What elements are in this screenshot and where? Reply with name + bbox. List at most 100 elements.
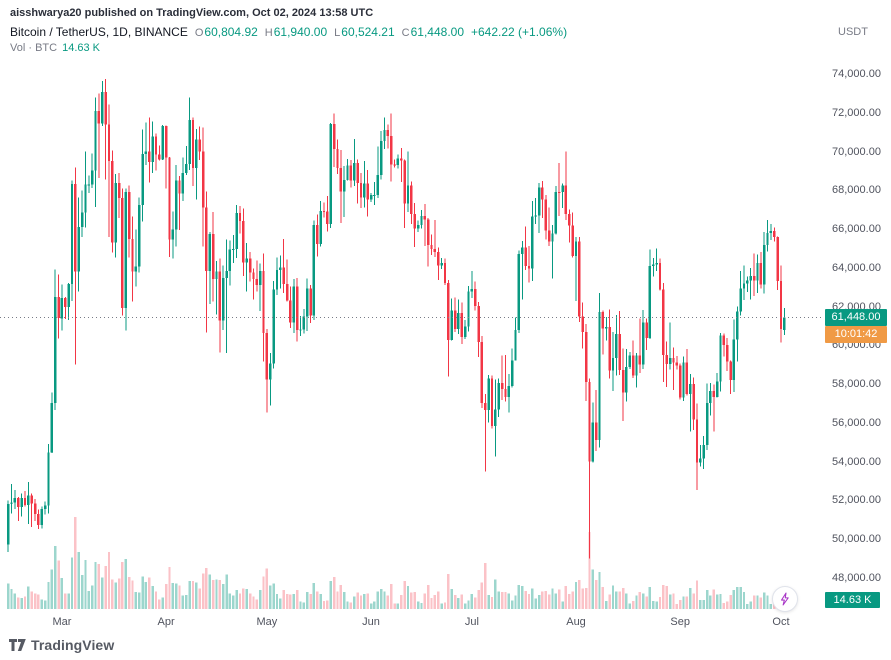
volume-bar — [695, 580, 699, 609]
time-axis[interactable]: Mar Apr May Jun Jul Aug Sep Oct — [0, 610, 822, 634]
candle-body — [527, 265, 531, 269]
candle-body — [699, 458, 702, 463]
candle-body — [319, 210, 322, 245]
candle-body — [238, 213, 242, 222]
candle-body — [10, 502, 13, 504]
volume-bar — [322, 601, 326, 609]
volume-bar — [289, 594, 292, 609]
candle-body — [413, 214, 416, 229]
candle-body — [218, 271, 222, 321]
candle-body — [379, 141, 383, 175]
candle-body — [736, 311, 739, 340]
volume-bar — [17, 597, 20, 609]
candle-body — [531, 216, 534, 269]
volume-value: 14.63 K — [62, 42, 100, 54]
volume-bar — [628, 603, 631, 609]
volume-bar — [225, 574, 228, 609]
price-axis-label: 74,000.00 — [832, 68, 881, 80]
candle-body — [107, 124, 111, 162]
candle-body — [134, 266, 138, 272]
candle-body — [652, 264, 655, 267]
volume-bar — [561, 601, 564, 609]
volume-bar — [551, 588, 554, 609]
volume-bar — [178, 585, 181, 609]
volume-bar — [292, 593, 295, 609]
candle-body — [148, 151, 151, 162]
volume-bar — [433, 595, 437, 609]
volume-bar — [766, 595, 769, 609]
candle-body — [342, 180, 346, 192]
volume-bar — [191, 581, 195, 609]
volume-bar — [578, 579, 581, 609]
candle-body — [584, 331, 588, 382]
candle-body — [759, 262, 763, 285]
candle-body — [702, 444, 705, 459]
candle-body — [544, 199, 547, 231]
candle-body — [447, 283, 450, 340]
volume-bar — [373, 601, 376, 609]
volume-bar — [423, 593, 427, 609]
candle-body — [40, 508, 43, 526]
candle-body — [90, 170, 94, 185]
volume-bar — [346, 601, 349, 609]
volume-bar — [484, 563, 487, 609]
candle-body — [97, 111, 101, 124]
candle-body — [346, 165, 349, 181]
candle-body — [426, 219, 430, 246]
volume-bar — [739, 587, 742, 609]
volume-bar — [111, 579, 114, 609]
candle-body — [332, 124, 336, 150]
volume-bar — [608, 594, 611, 609]
candle-body — [507, 386, 511, 397]
volume-bar — [339, 584, 343, 609]
candle-body — [514, 329, 517, 361]
candle-body — [316, 225, 319, 244]
volume-bar — [87, 590, 91, 609]
candle-body — [521, 247, 524, 254]
candle-body — [460, 312, 463, 338]
volume-bar — [54, 546, 57, 609]
volume-bar — [50, 569, 54, 609]
volume-bar — [258, 590, 262, 609]
volume-bar — [359, 595, 363, 609]
candle-body — [396, 158, 400, 166]
volume-bar — [366, 593, 369, 609]
high-value: 61,940.00 — [273, 25, 328, 39]
candle-body — [174, 180, 178, 230]
volume-bar — [762, 592, 766, 609]
candle-body — [30, 495, 33, 504]
candle-body — [80, 212, 84, 228]
tradingview-attribution[interactable]: TradingView — [9, 637, 114, 653]
candle-body — [336, 149, 339, 168]
candle-body — [591, 422, 595, 462]
candle-body — [353, 162, 356, 181]
candle-body — [225, 270, 228, 279]
candle-body — [141, 153, 144, 206]
volume-bar — [527, 593, 531, 609]
candle-body — [104, 92, 107, 125]
candle-body — [766, 233, 769, 245]
volume-bar — [534, 598, 537, 609]
volume-bar — [457, 598, 460, 609]
candle-body — [762, 244, 766, 285]
volume-bar — [376, 591, 379, 609]
boost-button[interactable] — [772, 586, 798, 612]
price-axis[interactable]: 74,000.00 72,000.00 70,000.00 68,000.00 66,0… — [822, 0, 891, 612]
volume-bar — [30, 591, 33, 609]
volume-bar — [558, 589, 561, 609]
candle-body — [571, 225, 574, 256]
candle-body — [285, 284, 289, 301]
volume-bar — [655, 601, 658, 609]
candle-body — [322, 210, 326, 212]
volume-bar — [598, 572, 601, 609]
volume-bar — [652, 601, 655, 609]
candle-body — [484, 402, 487, 411]
candle-body — [611, 357, 615, 371]
volume-bar — [386, 595, 390, 609]
candle-body — [117, 182, 121, 198]
volume-bar — [262, 576, 265, 609]
volume-bar — [611, 585, 615, 609]
volume-bar — [756, 595, 759, 609]
volume-bar — [131, 580, 134, 609]
